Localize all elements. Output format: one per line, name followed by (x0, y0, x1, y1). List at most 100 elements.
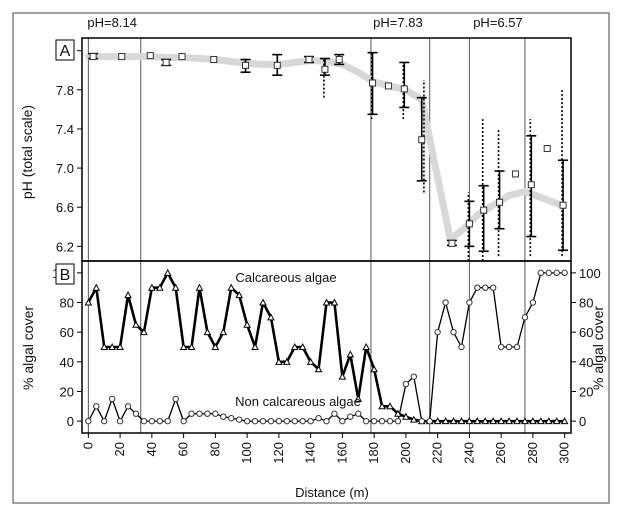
ph-point (418, 136, 426, 144)
ph-point (118, 53, 126, 61)
calcareous-algae-point (306, 357, 315, 365)
calcareous-algae-point (314, 365, 323, 373)
ph-zone-rect (370, 37, 431, 262)
cover-y-tick-label-left: 20 (60, 384, 74, 399)
cover-y-tick-label-right: 80 (579, 296, 593, 311)
calcareous-algae-point (251, 342, 259, 350)
non-calcareous-algae-point (116, 417, 124, 425)
ph-point (527, 181, 535, 189)
distance-x-tick-label: 300 (557, 442, 572, 464)
non-calcareous-algae-point (505, 343, 513, 351)
ph-point (543, 145, 551, 153)
ph-error-bars (88, 51, 569, 261)
non-calcareous-algae-point (93, 403, 100, 410)
ph-zone-label: pH=8.14 (87, 15, 137, 30)
calcareous-algae-point (132, 320, 140, 328)
non-calcareous-algae-point (466, 299, 473, 306)
ph-point (480, 206, 488, 214)
calcareous-algae-point (179, 342, 188, 350)
non-calcareous-algae-point (85, 417, 92, 425)
calcareous-algae-point (171, 283, 180, 291)
cover-y-tick-label-right: 0 (579, 414, 586, 429)
ph-point (178, 53, 186, 61)
panel-b: 0 0 20 20 40 40 60 60 80 80 100 100 0 20 40 60 80 100 120… (20, 260, 606, 500)
non-calcareous-algae-point (196, 410, 203, 417)
non-calcareous-algae-point (172, 395, 179, 403)
cover-y-tick-label-left: 0 (67, 414, 74, 429)
legend-non-calcareous-algae: Non calcareous algae (235, 394, 361, 409)
calcareous-algae-point (521, 417, 529, 425)
ph-zone-rect (87, 37, 142, 262)
distance-x-tick-label: 20 (112, 442, 127, 456)
calcareous-algae-point (235, 291, 244, 299)
non-calcareous-algae-point (124, 403, 132, 410)
non-calcareous-algae-point (323, 417, 330, 425)
non-calcareous-algae-point (140, 417, 148, 425)
distance-x-tick-label: 100 (239, 442, 254, 464)
non-calcareous-algae-point (442, 299, 449, 306)
non-calcareous-algae-point (362, 417, 370, 425)
non-calcareous-algae-point (235, 416, 243, 423)
calcareous-algae-point (267, 313, 275, 321)
calcareous-algae-point (513, 417, 521, 425)
non-calcareous-algae-point (545, 269, 552, 277)
non-calcareous-algae-point (378, 417, 386, 425)
ph-zone-label: pH=6.57 (473, 15, 523, 30)
distance-x-tick-label: 40 (144, 442, 159, 456)
non-calcareous-algae-point (426, 417, 433, 425)
cover-series (84, 268, 569, 425)
calcareous-algae-point (92, 283, 101, 291)
non-calcareous-algae-point (355, 410, 362, 417)
ph-point (559, 201, 567, 209)
non-calcareous-algae-point (410, 373, 418, 380)
non-calcareous-algae-point (291, 417, 298, 425)
non-calcareous-algae-point (386, 417, 394, 425)
ph-y-tick-label: 7.4 (56, 122, 74, 137)
calcareous-algae-point (148, 283, 156, 291)
ph-point (210, 56, 218, 64)
non-calcareous-algae-point (434, 328, 441, 336)
cover-y-tick-label-right: 60 (579, 325, 593, 340)
calcareous-algae-point (330, 298, 339, 306)
panel-a-letter: A (60, 43, 71, 60)
distance-x-tick-label: 220 (430, 442, 445, 464)
non-calcareous-algae-point (180, 417, 187, 425)
calcareous-algae-point (552, 417, 561, 425)
ph-point (465, 220, 473, 228)
distance-x-tick-label: 200 (398, 442, 413, 464)
calcareous-algae-point (433, 417, 442, 425)
calcareous-algae-point (362, 342, 371, 350)
non-calcareous-algae-point (283, 417, 291, 425)
non-calcareous-algae-point (132, 410, 140, 417)
non-calcareous-algae-point (164, 417, 171, 425)
calcareous-algae-point (275, 357, 283, 365)
non-calcareous-algae-point (497, 343, 505, 351)
panel-b-frame (81, 260, 572, 434)
calcareous-algae-point (338, 372, 347, 380)
calcareous-algae-point (529, 417, 537, 425)
calcareous-algae-point (346, 350, 355, 358)
ph-y-ticks: 6.26.67.07.47.88.2 (56, 44, 82, 254)
ph-y-tick-label: 6.2 (56, 239, 74, 254)
panel-b-letter: B (60, 267, 71, 284)
ph-y-tick-label: 7.8 (56, 83, 74, 98)
calcareous-algae-point (544, 417, 553, 425)
ph-trend-line (84, 53, 565, 243)
distance-x-tick-label: 140 (303, 442, 318, 464)
calcareous-algae-point (378, 402, 386, 410)
non-calcareous-algae-point (108, 395, 116, 403)
distance-x-tick-label: 0 (80, 442, 95, 449)
calcareous-algae-point (219, 328, 228, 336)
non-calcareous-algae-point (148, 417, 156, 425)
cover-y-tick-label-right: 20 (579, 384, 593, 399)
non-calcareous-algae-point (490, 284, 497, 291)
non-calcareous-algae-point (299, 417, 306, 425)
distance-x-tick-label: 60 (176, 442, 191, 456)
calcareous-algae-point (163, 268, 172, 276)
non-calcareous-algae-point (553, 269, 560, 277)
non-calcareous-algae-point (561, 269, 568, 277)
cover-x-axis-label: Distance (m) (295, 485, 369, 500)
calcareous-algae-point (227, 283, 236, 291)
distance-x-tick-label: 160 (334, 442, 349, 464)
ph-zones (87, 37, 526, 262)
